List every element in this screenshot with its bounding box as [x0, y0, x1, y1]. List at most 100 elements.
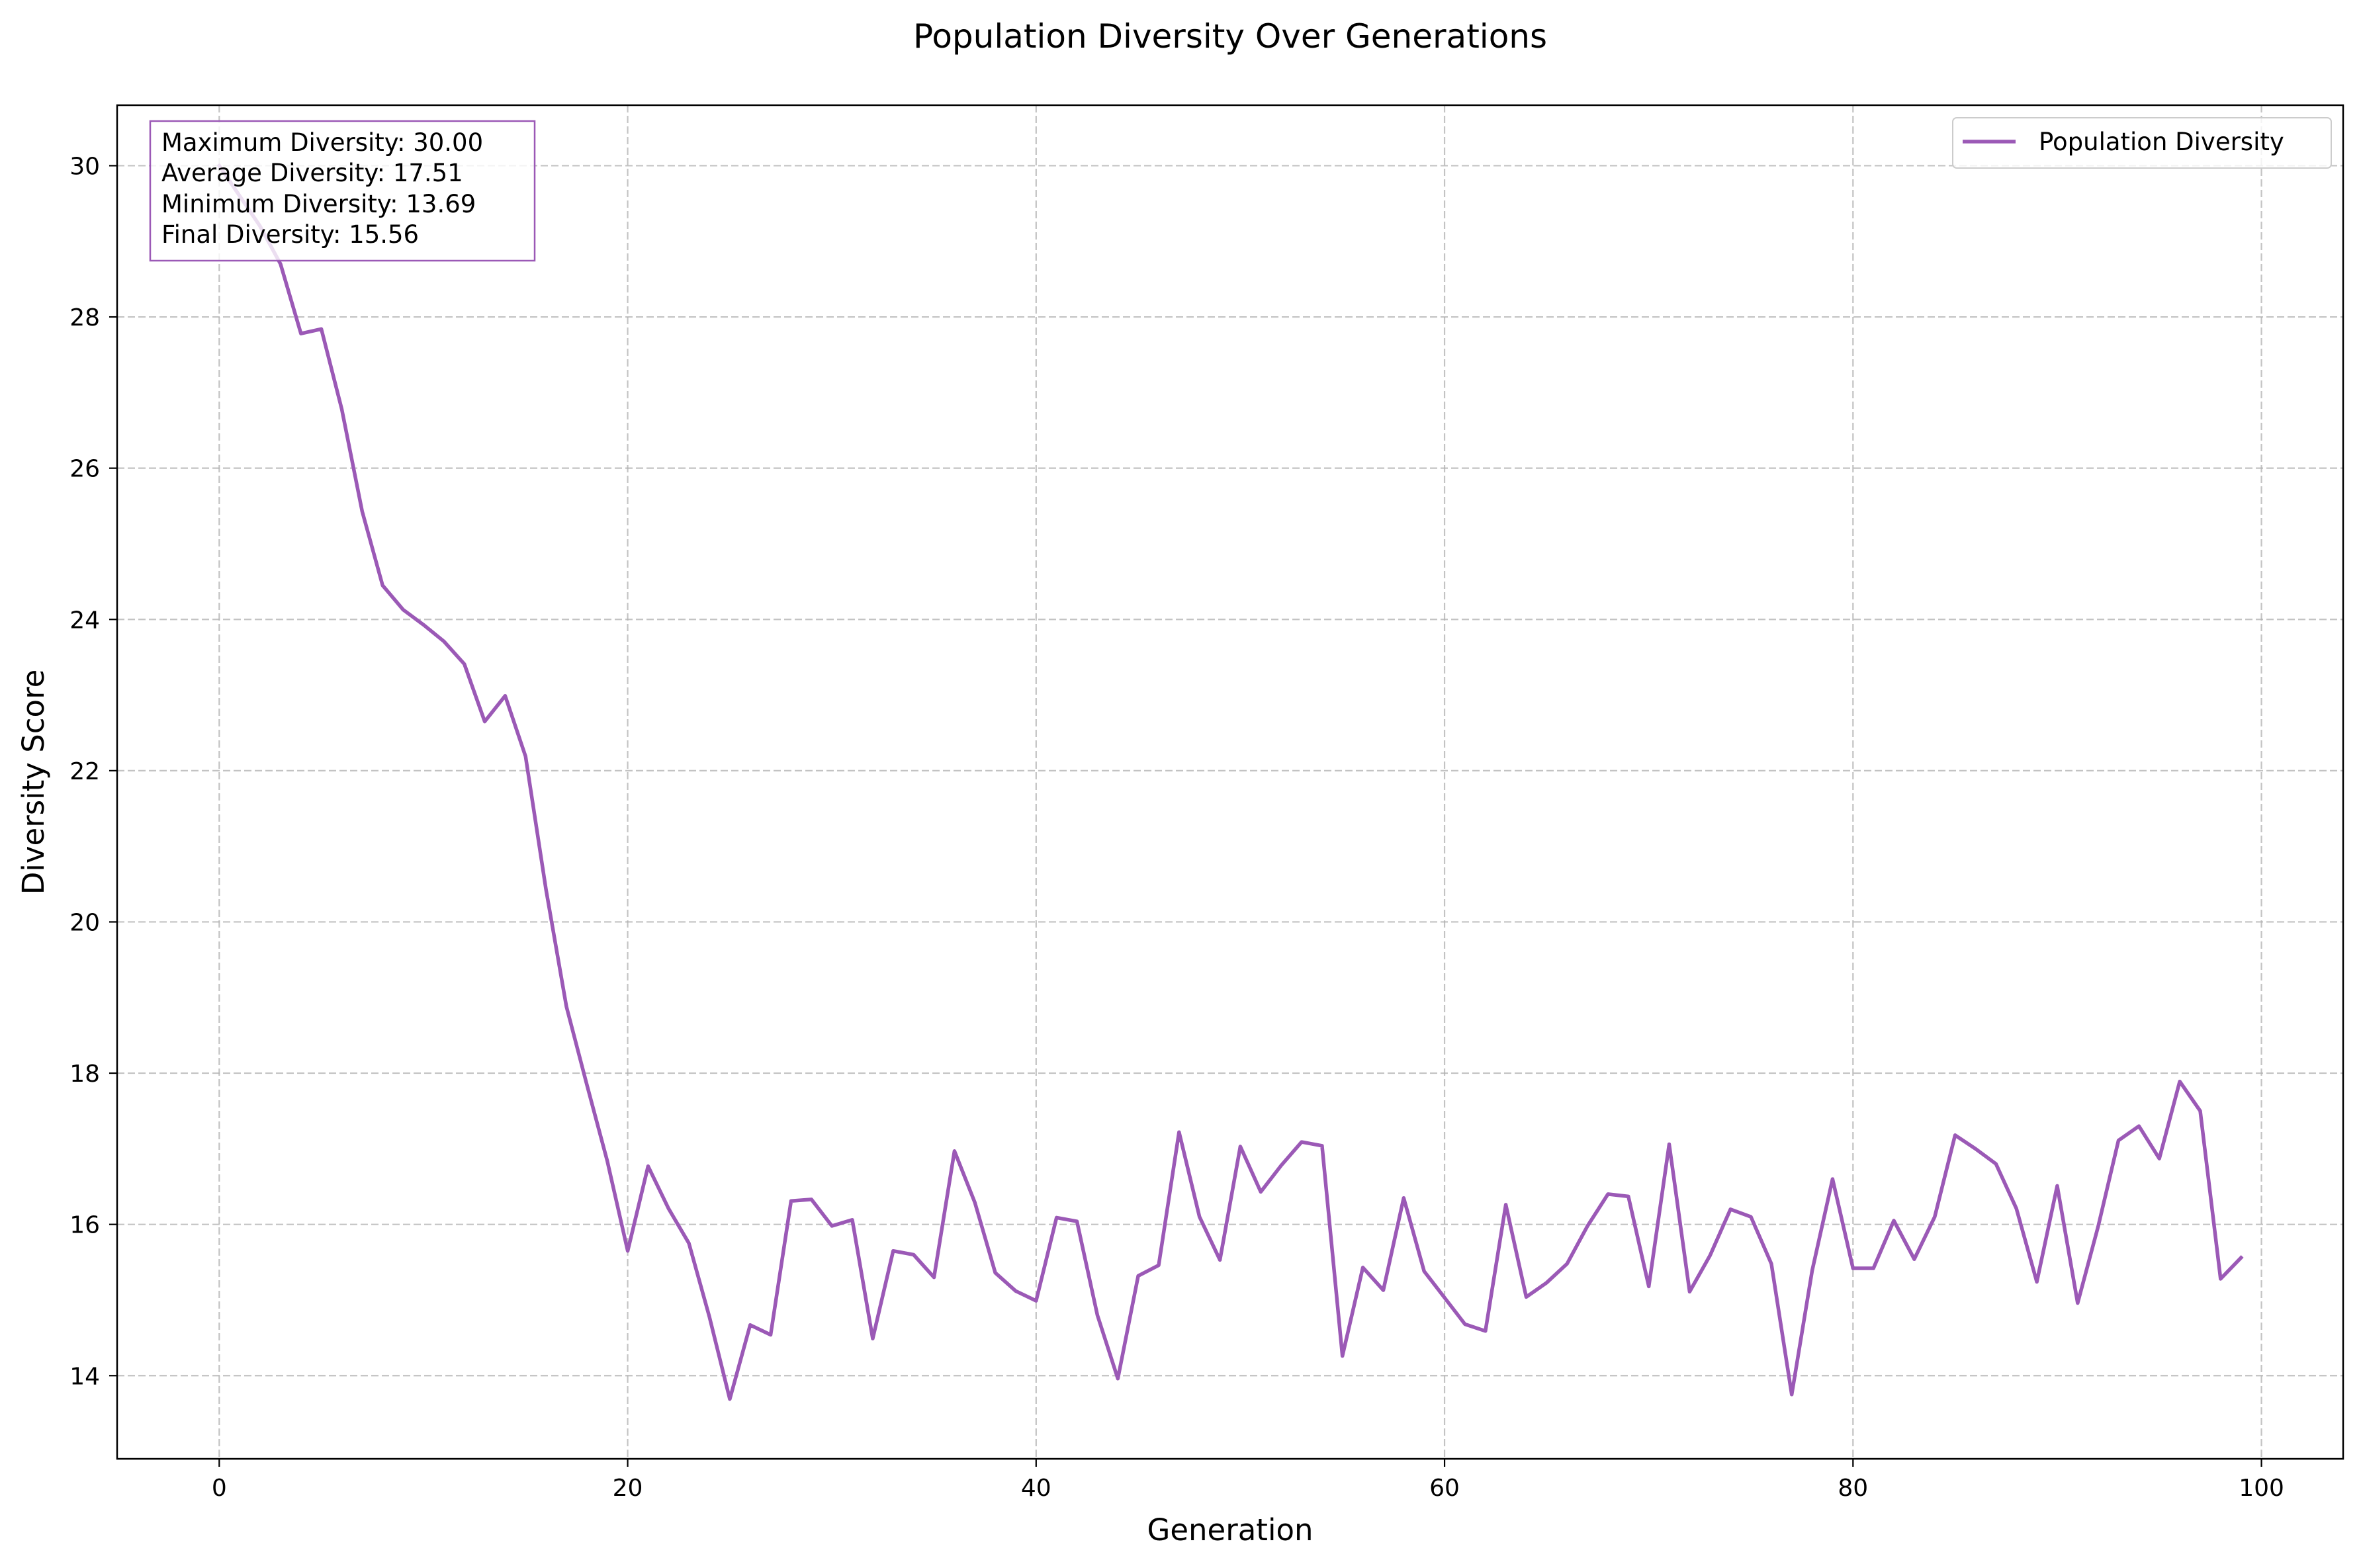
data-point — [1871, 1266, 1875, 1270]
data-point — [1116, 1377, 1120, 1381]
series-line-population-diversity — [216, 163, 2244, 1401]
data-point — [605, 1159, 609, 1163]
data-point — [1463, 1323, 1467, 1327]
data-point — [299, 331, 303, 335]
y-tick-label: 30 — [69, 153, 100, 180]
y-tick-label: 26 — [69, 456, 100, 483]
data-point — [1790, 1393, 1794, 1397]
data-point — [1300, 1140, 1304, 1144]
data-point — [2014, 1207, 2018, 1211]
data-point — [1177, 1130, 1181, 1134]
x-tick-label: 60 — [1429, 1475, 1460, 1502]
data-point — [1014, 1289, 1018, 1293]
data-point — [728, 1397, 732, 1401]
data-point — [2137, 1124, 2141, 1128]
data-point — [1075, 1219, 1079, 1223]
data-point — [912, 1252, 916, 1256]
data-point — [279, 262, 283, 266]
x-tick-label: 100 — [2239, 1475, 2284, 1502]
data-point — [1728, 1207, 1732, 1211]
data-point — [2198, 1109, 2202, 1113]
data-point — [1504, 1203, 1508, 1207]
data-point — [340, 408, 344, 412]
stats-annotation-box: Maximum Diversity: 30.00 Average Diversi… — [149, 120, 536, 262]
data-point — [2178, 1080, 2182, 1084]
y-tick-label: 14 — [69, 1363, 100, 1390]
legend-label-population-diversity: Population Diversity — [2039, 128, 2284, 156]
data-point — [952, 1149, 956, 1153]
data-point — [1157, 1263, 1161, 1267]
y-tick-label: 24 — [69, 607, 100, 634]
data-point — [1238, 1145, 1242, 1149]
data-point — [463, 662, 467, 666]
data-point — [932, 1276, 936, 1280]
data-point — [1830, 1177, 1834, 1181]
data-point — [1422, 1270, 1426, 1274]
data-point — [973, 1201, 977, 1205]
data-point — [871, 1336, 875, 1340]
plot-area-frame — [116, 104, 2344, 1460]
data-point — [1626, 1194, 1630, 1198]
data-point — [789, 1199, 793, 1203]
data-point — [1279, 1164, 1283, 1168]
data-point — [1585, 1224, 1589, 1228]
data-point — [1034, 1299, 1038, 1303]
data-point — [442, 639, 446, 643]
data-point — [544, 887, 548, 891]
data-point — [2117, 1139, 2121, 1143]
data-point — [2239, 1256, 2243, 1260]
data-point — [1994, 1162, 1998, 1166]
data-point — [1668, 1143, 1671, 1147]
data-point — [1912, 1257, 1916, 1261]
stats-average-diversity: Average Diversity: 17.51 — [161, 159, 463, 187]
data-point — [707, 1315, 711, 1319]
data-point — [769, 1333, 773, 1337]
data-point — [380, 584, 384, 588]
data-point — [626, 1249, 630, 1253]
legend: Population Diversity — [1952, 117, 2332, 169]
grid-lines — [117, 105, 2343, 1459]
data-point — [666, 1207, 670, 1211]
data-point — [1647, 1284, 1651, 1288]
legend-frame — [1952, 117, 2332, 169]
data-point — [401, 607, 405, 611]
data-point — [1953, 1133, 1957, 1137]
y-axis-label: Diversity Score — [16, 670, 51, 895]
x-axis-label: Generation — [1147, 1512, 1313, 1547]
data-point — [564, 1005, 568, 1009]
data-point — [1484, 1329, 1488, 1333]
data-point — [1055, 1215, 1059, 1219]
series-group — [216, 163, 2244, 1401]
data-point — [1606, 1192, 1610, 1196]
data-point — [1136, 1274, 1140, 1278]
data-point — [1218, 1258, 1222, 1262]
data-point — [1749, 1215, 1753, 1219]
data-point — [1933, 1215, 1937, 1219]
data-point — [483, 720, 487, 724]
data-point — [809, 1198, 813, 1201]
chart-title: Population Diversity Over Generations — [913, 17, 1547, 56]
y-tick-label: 28 — [69, 304, 100, 331]
data-point — [748, 1323, 752, 1327]
data-point — [1708, 1254, 1712, 1258]
stats-minimum-diversity: Minimum Diversity: 13.69 — [161, 190, 476, 218]
data-point — [320, 327, 324, 331]
data-point — [523, 754, 527, 758]
data-point — [1443, 1296, 1447, 1300]
data-point — [503, 694, 507, 698]
stats-final-diversity: Final Diversity: 15.56 — [161, 220, 419, 249]
data-point — [1361, 1266, 1365, 1270]
data-point — [2219, 1277, 2223, 1281]
data-point — [850, 1218, 854, 1222]
data-point — [1402, 1196, 1405, 1200]
data-point — [2096, 1225, 2100, 1229]
data-point — [1259, 1190, 1263, 1194]
x-tick-label: 40 — [1021, 1475, 1051, 1502]
data-point — [1382, 1288, 1386, 1292]
stats-maximum-diversity: Maximum Diversity: 30.00 — [161, 128, 483, 157]
data-point — [1320, 1144, 1324, 1148]
data-point — [1544, 1281, 1548, 1285]
axis-ticks: 0 20 40 60 80 100 14 16 18 20 22 24 26 28 30 — [69, 153, 2284, 1502]
